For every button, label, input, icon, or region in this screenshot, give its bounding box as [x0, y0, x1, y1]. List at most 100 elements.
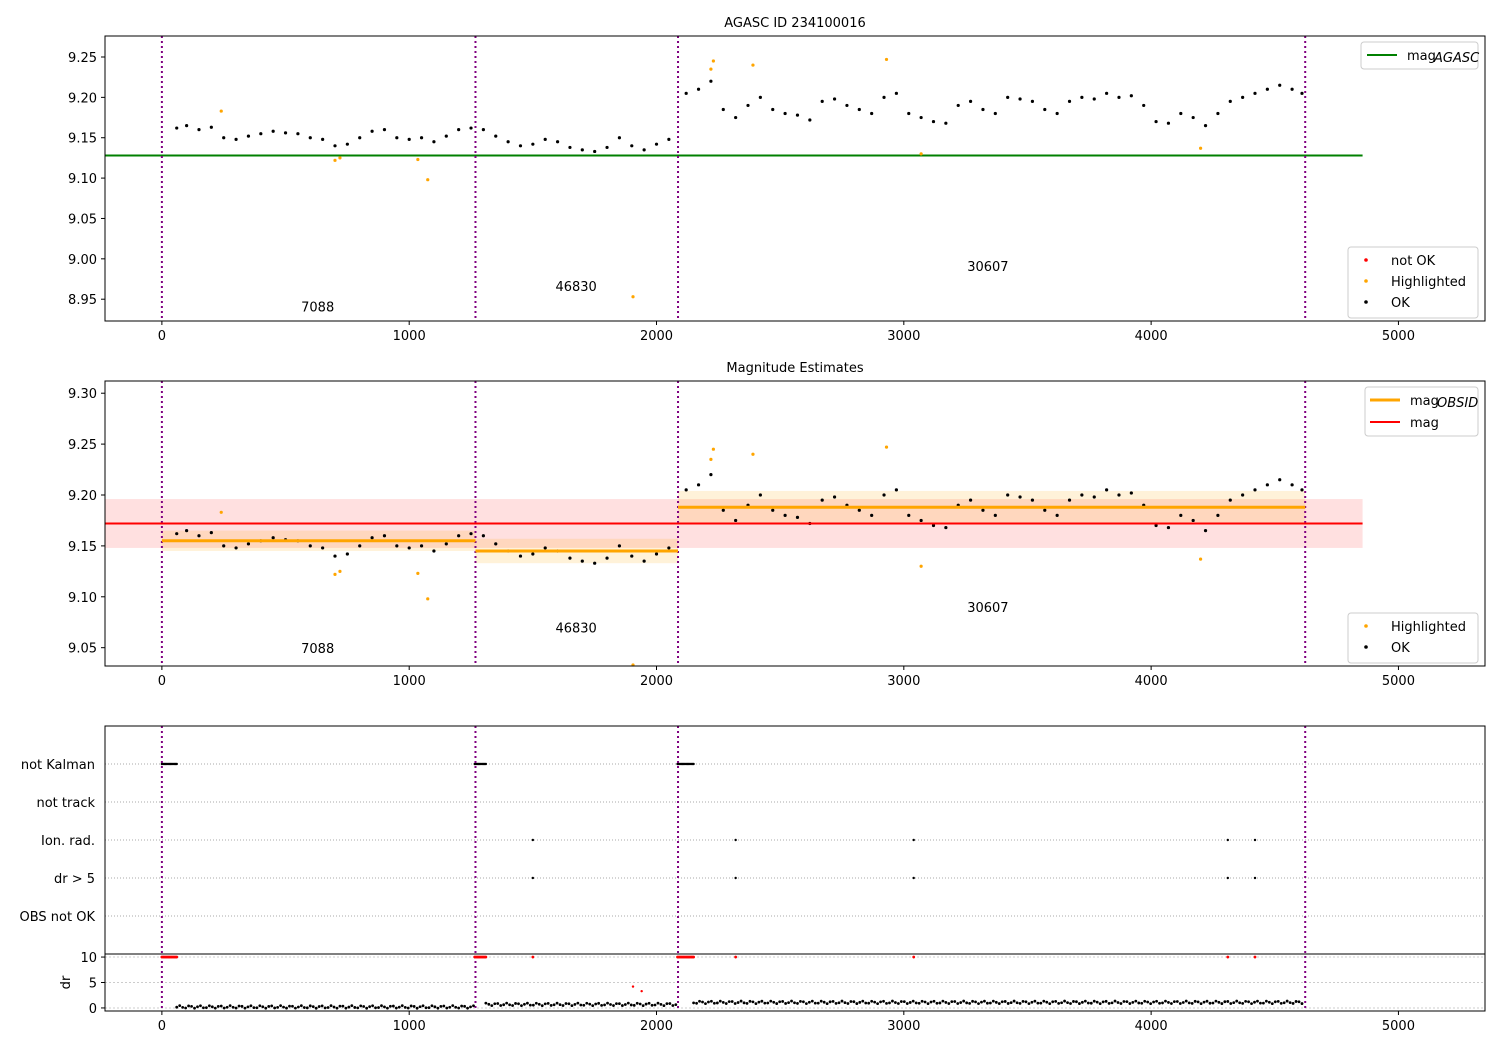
ok-point: [494, 134, 498, 138]
dr-point: [986, 1001, 989, 1005]
dr-point: [415, 1006, 419, 1010]
ok-point: [1300, 488, 1304, 492]
dr-point: [490, 1004, 494, 1008]
dr-point: [305, 1006, 309, 1010]
ok-point: [444, 134, 448, 138]
dr-point: [1161, 1001, 1164, 1005]
dr-point: [659, 1003, 663, 1006]
dr-point: [296, 1005, 300, 1009]
ok-point: [696, 483, 701, 487]
flag-point: [1226, 876, 1229, 880]
dr-point: [600, 1003, 604, 1007]
ok-point: [568, 556, 572, 560]
dr-point: [511, 1004, 514, 1007]
dr-point: [374, 1006, 377, 1010]
dr-point: [406, 1006, 410, 1010]
dr-point: [1208, 1001, 1212, 1005]
dr-point: [386, 1006, 389, 1010]
y-tick-label: 9.25: [68, 438, 97, 453]
dr-point: [383, 1005, 386, 1009]
dr-point: [938, 1001, 942, 1005]
dr-point: [1300, 1002, 1304, 1005]
y-tick-label: 9.10: [68, 591, 97, 606]
dr-clipped-point: [734, 955, 738, 959]
ok-point: [981, 107, 985, 112]
dr-point: [317, 1005, 321, 1008]
dr-point: [727, 1000, 731, 1004]
dr-point: [451, 1004, 455, 1008]
dr-point: [526, 1001, 529, 1005]
ok-point: [1117, 493, 1121, 497]
ok-point: [721, 508, 725, 512]
ok-point: [1290, 483, 1294, 487]
ok-point: [832, 495, 837, 499]
dr-point: [751, 1000, 755, 1004]
highlighted-point: [416, 571, 420, 575]
ok-point: [246, 134, 251, 138]
dr-point: [873, 1000, 877, 1004]
ok-point: [457, 534, 461, 538]
highlighted-point: [884, 57, 889, 62]
dr-point: [769, 999, 773, 1003]
dr-point: [193, 1006, 196, 1010]
highlighted-point: [338, 569, 342, 573]
dr-point: [380, 1004, 383, 1008]
dr-point: [1253, 1000, 1256, 1004]
y-tick-label: 9.10: [68, 172, 97, 187]
dr-point: [1015, 1001, 1019, 1005]
dr-point: [891, 999, 894, 1003]
dr-point: [520, 1004, 523, 1008]
legend-label: Highlighted: [1391, 620, 1466, 635]
ok-point: [1203, 124, 1208, 128]
dr-point: [246, 1005, 250, 1009]
ok-point: [605, 556, 609, 560]
dr-point: [1027, 1002, 1031, 1006]
dr-clipped-point: [1226, 955, 1230, 959]
ok-point: [382, 534, 387, 538]
y-tick-label: 9.20: [68, 91, 97, 106]
dr-point: [403, 1005, 407, 1009]
ok-point: [630, 554, 634, 558]
ok-point: [296, 132, 300, 136]
ok-point: [1166, 121, 1171, 125]
dr-point: [712, 1001, 716, 1005]
ok-point: [845, 103, 849, 108]
dr-point: [332, 1005, 336, 1009]
dr-point: [905, 1002, 909, 1005]
legend-marker: [1364, 258, 1368, 262]
dr-point: [427, 1006, 431, 1010]
x-tick-label: 0: [158, 1019, 166, 1034]
x-tick-label: 2000: [640, 1019, 673, 1034]
dr-point: [514, 1002, 517, 1005]
dr-point: [911, 999, 915, 1003]
flag-point: [734, 838, 737, 842]
dr-point: [902, 1000, 906, 1004]
dr-point: [1187, 1001, 1191, 1005]
ok-point: [857, 107, 861, 112]
dr-point: [567, 1002, 571, 1006]
dr-point: [585, 1001, 589, 1005]
dr-point: [285, 1006, 288, 1010]
ok-point: [580, 148, 584, 152]
dr-point: [1021, 999, 1025, 1003]
dr-point: [579, 1003, 583, 1007]
dr-point: [308, 1004, 312, 1008]
dr-point: [299, 1004, 303, 1008]
dr-point: [745, 1001, 749, 1005]
ok-point: [907, 513, 911, 517]
dr-point: [1276, 999, 1280, 1003]
flag-label: not Kalman: [21, 758, 95, 773]
dr-point: [864, 1001, 868, 1005]
dr-point: [917, 1001, 921, 1005]
flag-label: Ion. rad.: [41, 834, 95, 849]
dr-point: [1057, 1002, 1061, 1005]
dr-point: [190, 1005, 193, 1008]
dr-point: [781, 1000, 785, 1003]
dr-point: [852, 1000, 856, 1004]
dr-point: [1229, 1002, 1233, 1005]
ok-point: [308, 544, 312, 548]
dr-point: [320, 1004, 324, 1008]
ok-point: [1092, 97, 1096, 101]
dr-point: [1113, 999, 1117, 1003]
dr-point: [267, 1005, 271, 1008]
